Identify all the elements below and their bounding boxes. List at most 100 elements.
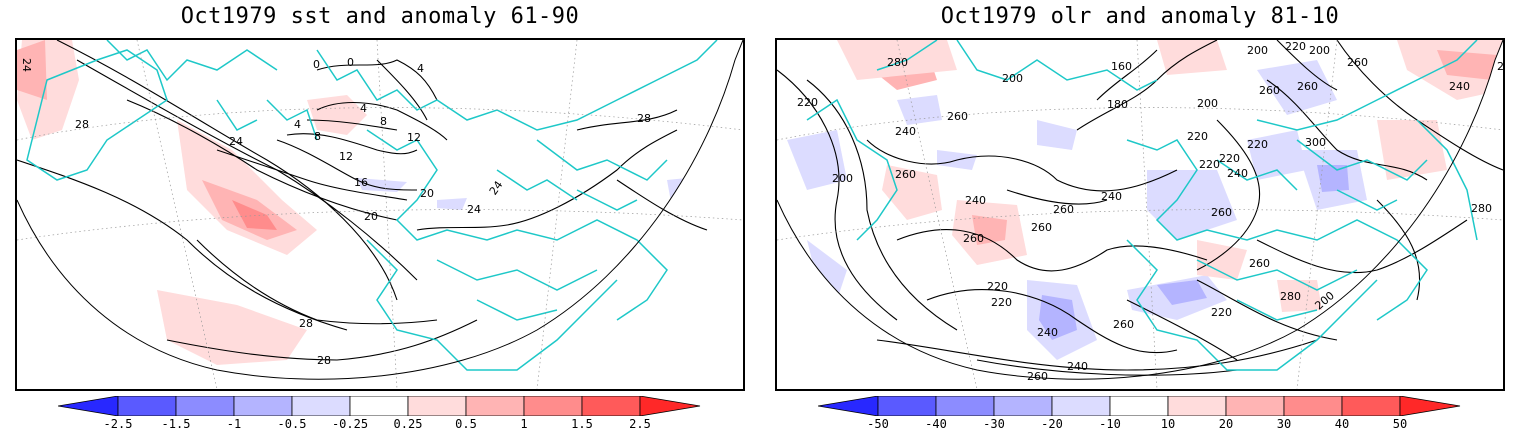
- olr-cb-label: 40: [1334, 417, 1350, 431]
- olr-label: 240: [895, 125, 916, 138]
- sst-label: 8: [380, 115, 387, 128]
- olr-label: 220: [1187, 130, 1208, 143]
- sst-label: 8: [314, 130, 321, 143]
- colorbar-swatch: [1225, 396, 1285, 416]
- colorbar-swatch: [581, 396, 641, 416]
- olr-label: 260: [895, 168, 916, 181]
- olr-cb-label: -50: [867, 417, 889, 431]
- sst-cb-label: 0.25: [393, 417, 423, 431]
- colorbar-swatch: [349, 396, 409, 416]
- olr-label: 240: [1067, 360, 1088, 373]
- olr-label: 200: [1197, 97, 1218, 110]
- colorbar-swatch: [465, 396, 525, 416]
- panel-1-title: Oct1979 sst and anomaly 61-90: [180, 4, 580, 29]
- sst-contours: [17, 40, 708, 361]
- olr-label: 200: [1247, 44, 1268, 57]
- sst-label: 0: [313, 58, 320, 71]
- sst-label: 28: [75, 118, 89, 131]
- olr-label: 260: [963, 232, 984, 245]
- olr-label: 300: [1305, 136, 1326, 149]
- sst-label: 28: [637, 112, 651, 125]
- olr-cb-label: -20: [1041, 417, 1063, 431]
- olr-label: 280: [1280, 290, 1301, 303]
- sst-cb-label: -0.5: [277, 417, 307, 431]
- sst-contour-labels: 24 0 0 4 4 8 28 4 8 12 24 12 16 20 20 24…: [20, 56, 651, 367]
- olr-cb-label: -40: [925, 417, 947, 431]
- panel-2-title: Oct1979 olr and anomaly 81-10: [940, 4, 1340, 29]
- sst-label: 28: [299, 317, 313, 330]
- olr-colorbar-segments: [818, 396, 1461, 416]
- olr-domain-edge: [777, 40, 1503, 380]
- sst-cb-label: 2.5: [629, 417, 651, 431]
- olr-label: 240: [1449, 80, 1470, 93]
- colorbar-swatch: [523, 396, 583, 416]
- colorbar-swatch: [1283, 396, 1343, 416]
- sst-graticule: [17, 40, 743, 389]
- olr-label: 260: [1297, 80, 1318, 93]
- olr-graticule: [777, 40, 1503, 389]
- olr-label: 180: [1107, 98, 1128, 111]
- olr-label: 260: [1031, 221, 1052, 234]
- colorbar-end-high: [639, 396, 701, 416]
- sst-label: 24: [229, 135, 243, 148]
- sst-label: 4: [294, 118, 301, 131]
- colorbar-swatch: [1341, 396, 1401, 416]
- sst-label: 12: [339, 150, 353, 163]
- olr-label: 220: [991, 296, 1012, 309]
- olr-contour-labels: 200 220 200 280 240 200 160 180 260 260 …: [797, 40, 1503, 383]
- olr-label: 240: [1227, 167, 1248, 180]
- olr-cb-label: 30: [1276, 417, 1292, 431]
- olr-colorbar: [818, 396, 1461, 416]
- olr-label: 220: [1211, 306, 1232, 319]
- colorbar-end-high: [1399, 396, 1461, 416]
- olr-map-svg: 200 220 200 280 240 200 160 180 260 260 …: [777, 40, 1503, 389]
- colorbar-swatch: [233, 396, 293, 416]
- olr-label: 200: [1002, 72, 1023, 85]
- olr-label: 260: [1113, 318, 1134, 331]
- sst-cb-label: -1.5: [161, 417, 191, 431]
- sst-label: 4: [417, 62, 424, 75]
- colorbar-swatch: [1109, 396, 1169, 416]
- olr-cb-label: -10: [1099, 417, 1121, 431]
- olr-label: 260: [1259, 84, 1280, 97]
- sst-label: 20: [420, 187, 434, 200]
- olr-label: 260: [1053, 203, 1074, 216]
- olr-label: 220: [1247, 138, 1268, 151]
- colorbar-swatch: [291, 396, 351, 416]
- olr-cb-label: 10: [1160, 417, 1176, 431]
- olr-label: 280: [1471, 202, 1492, 215]
- olr-label: 220: [1219, 152, 1240, 165]
- sst-label: 28: [317, 354, 331, 367]
- olr-cb-label: -30: [983, 417, 1005, 431]
- colorbar-swatch: [1167, 396, 1227, 416]
- colorbar-end-low: [58, 396, 119, 416]
- olr-label: 280: [887, 56, 908, 69]
- sst-anomaly-map: 24 0 0 4 4 8 28 4 8 12 24 12 16 20 20 24…: [15, 38, 745, 391]
- olr-label: 240: [1037, 326, 1058, 339]
- sst-label: 12: [407, 131, 421, 144]
- olr-anomaly-map: 200 220 200 280 240 200 160 180 260 260 …: [775, 38, 1505, 391]
- sst-label: 4: [360, 102, 367, 115]
- colorbar-swatch: [877, 396, 937, 416]
- olr-label: 200: [832, 172, 853, 185]
- olr-label: 260: [1347, 56, 1368, 69]
- colorbar-swatch: [175, 396, 235, 416]
- olr-cb-label: 50: [1392, 417, 1408, 431]
- olr-label: 220: [987, 280, 1008, 293]
- sst-label: 16: [354, 176, 368, 189]
- olr-label: 220: [1285, 40, 1306, 53]
- colorbar-swatch: [1051, 396, 1111, 416]
- sst-cb-label: -2.5: [103, 417, 133, 431]
- olr-label: 220: [797, 96, 818, 109]
- sst-label: 24: [487, 179, 506, 198]
- olr-label: 260: [1211, 206, 1232, 219]
- sst-cb-label: 1.5: [571, 417, 593, 431]
- olr-coastlines: [806, 40, 1478, 371]
- colorbar-end-low: [818, 396, 879, 416]
- sst-colorbar: [58, 396, 701, 416]
- sst-coastlines: [26, 40, 718, 371]
- olr-label: 260: [1249, 257, 1270, 270]
- olr-label: 260: [1027, 370, 1048, 383]
- colorbar-swatch: [993, 396, 1053, 416]
- sst-label: 24: [20, 58, 33, 72]
